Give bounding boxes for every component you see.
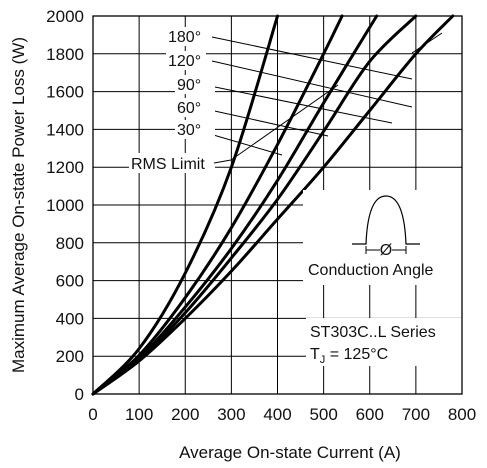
y-tick-label: 1000	[46, 196, 84, 215]
leader-line-180-deg	[211, 36, 413, 80]
rms-limit-label: RMS Limit	[131, 156, 205, 173]
y-tick-label: 400	[56, 309, 84, 328]
y-tick-label: 2000	[46, 7, 84, 26]
rms-limit: RMS Limit	[129, 32, 443, 173]
phi-background	[380, 244, 392, 256]
rms-leader-line	[230, 84, 339, 161]
series-title: ST303C..L Series	[310, 324, 436, 341]
series-label-30-deg: 30°	[177, 122, 201, 139]
leader-line-30-deg	[209, 133, 283, 156]
y-tick-label: 1400	[46, 120, 84, 139]
series-line-60-deg	[91, 14, 344, 396]
phi-symbol: Ø	[380, 242, 392, 259]
curves: 180° 120° 90° 60° 30°	[91, 14, 455, 396]
x-tick-label: 100	[125, 405, 153, 424]
series-line-90-deg	[91, 14, 379, 396]
series-label-background	[175, 98, 215, 117]
x-tick-label: 700	[402, 405, 430, 424]
tj-value: = 125°C	[325, 346, 388, 363]
inset-background	[303, 190, 465, 285]
rms-leader-line	[411, 32, 443, 54]
rms-leader-line	[213, 159, 232, 164]
y-tick-label: 0	[75, 385, 84, 404]
series-label-background	[175, 120, 215, 139]
leader-line-90-deg	[209, 85, 393, 124]
x-axis-label: Average On-state Current (A)	[179, 443, 401, 462]
series-label-120-deg: 120°	[168, 53, 201, 70]
y-tick-label: 600	[56, 272, 84, 291]
series-label-background	[166, 51, 206, 70]
series-label-background	[166, 27, 206, 46]
series-label-background	[175, 75, 215, 94]
y-tick-label: 1600	[46, 83, 84, 102]
x-tick-label: 400	[263, 405, 291, 424]
conduction-angle-label: Conduction Angle	[308, 262, 434, 279]
series-annotation-background	[306, 318, 466, 366]
tick-labels: 0 100 200 300 400 500 600 700 800 0 200 400 600 800 10…	[46, 7, 476, 424]
series-line-180-deg	[91, 14, 455, 396]
leader-line-60-deg	[209, 109, 329, 137]
leader-line-120-deg	[211, 60, 413, 108]
half-sine-waveform-icon	[352, 195, 420, 245]
tj-symbol: T	[310, 346, 320, 363]
tj-subscript: J	[320, 354, 326, 366]
series-label-180-deg: 180°	[168, 29, 201, 46]
conduction-angle-inset: Ø Conduction Angle	[303, 190, 465, 285]
series-line-120-deg	[91, 14, 418, 396]
series-line-30-deg	[91, 14, 279, 396]
x-tick-label: 200	[171, 405, 199, 424]
y-tick-label: 1800	[46, 45, 84, 64]
junction-temperature: TJ = 125°C	[310, 346, 388, 366]
series-label-60-deg: 60°	[177, 100, 201, 117]
plot-frame	[92, 15, 463, 395]
series-annotation: ST303C..L Series TJ = 125°C	[306, 318, 466, 366]
rms-label-background	[129, 153, 215, 173]
x-tick-label: 500	[309, 405, 337, 424]
y-tick-label: 1200	[46, 158, 84, 177]
series-label-90-deg: 90°	[177, 77, 201, 94]
y-tick-label: 200	[56, 347, 84, 366]
y-axis-label: Maximum Average On-state Power Loss (W)	[9, 37, 28, 373]
x-tick-label: 300	[217, 405, 245, 424]
x-tick-label: 800	[448, 405, 476, 424]
x-tick-label: 600	[356, 405, 384, 424]
y-tick-label: 800	[56, 234, 84, 253]
x-tick-label: 0	[88, 405, 97, 424]
